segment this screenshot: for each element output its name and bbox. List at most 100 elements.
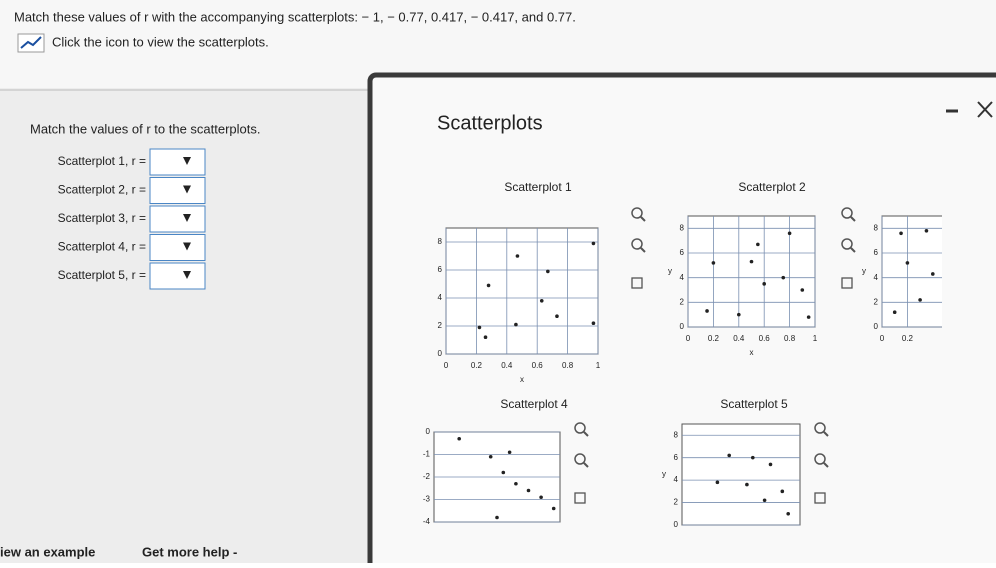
answer-dropdown[interactable] [149,177,206,204]
point [899,231,903,236]
point [711,261,716,265]
y-tick-label: 8 [680,223,685,232]
y-tick-label: 2 [674,498,679,507]
point [539,299,544,303]
plot-title: Scatterplot 4 [500,397,568,411]
x-tick-label: 0.6 [759,334,771,343]
instruction: Match the values of r to the scatterplot… [30,121,261,136]
x-tick-label: 0 [686,334,691,343]
y-tick-label: 0 [438,349,443,358]
y-tick-label: 8 [438,237,443,246]
zoom-in-button[interactable] [574,422,589,437]
magnifier-handle [640,216,646,222]
magnifier [574,453,586,465]
point [762,282,766,286]
point [727,453,731,458]
answer-label: Scatterplot 1, r = [58,154,146,168]
point [780,489,785,494]
point [546,269,550,274]
magnifier-handle [583,431,589,437]
popup-title: Scatterplots [437,112,543,134]
y-tick-label: 6 [438,265,443,274]
zoom-in-button[interactable] [841,207,856,222]
magnifier [631,207,643,219]
y-tick-label: 2 [680,297,685,306]
point [457,436,462,441]
x-tick-label: 0.2 [708,334,720,343]
point [905,261,910,265]
point [486,283,491,288]
answer-dropdown[interactable] [149,262,206,290]
answer-label: Scatterplot 4, r = [58,240,146,254]
magnifier-handle [640,247,646,253]
y-tick-label: 0 [674,520,679,529]
x-tick-label: 0.4 [733,334,745,343]
zoom-in-button[interactable] [814,422,829,437]
x-tick-label: 0.8 [562,361,574,370]
answer-dropdown[interactable] [149,148,206,176]
magnifier [841,238,853,250]
answer-label: Scatterplot 3, r = [58,211,146,225]
point [737,312,741,317]
open-new-window-button[interactable] [841,277,853,289]
y-axis-label: y [662,470,666,479]
x-tick-label: 0.6 [532,361,544,370]
x-tick-label: 0 [880,334,885,343]
y-tick-label: 0 [680,322,685,331]
y-tick-label: -3 [423,495,431,504]
point [781,275,786,280]
plot-title: Scatterplot 5 [720,397,788,411]
x-tick-label: 0.8 [784,334,796,343]
magnifier [631,238,643,250]
question: Match these values of r with the accompa… [14,9,576,24]
close-button[interactable] [977,101,993,118]
y-tick-label: 8 [874,223,879,232]
point [483,335,488,340]
point [514,322,518,327]
magnifier-handle [850,247,856,253]
example-button[interactable]: iew an example [0,544,95,559]
x-axis-label: x [750,348,754,357]
zoom-out-button[interactable] [841,238,856,253]
y-tick-label: 2 [874,297,879,306]
point [806,315,811,319]
open-new-window-button[interactable] [574,492,586,504]
plot-area [687,215,816,328]
point [488,454,493,459]
point [924,229,929,233]
point [787,231,792,236]
y-tick-label: 6 [680,248,685,257]
zoom-out-button[interactable] [814,453,829,468]
x-tick-label: 1 [813,334,818,343]
zoom-out-button[interactable] [574,453,589,468]
plot-area [681,423,801,526]
dropdown-arrow [183,242,191,251]
open-new-window-button[interactable] [631,277,643,289]
answer-dropdown[interactable] [149,205,206,233]
scatterplot: 0 -1 -2 -3 -4 [423,427,561,526]
dropdown-arrow [183,214,191,222]
chart-icon[interactable] [17,33,45,53]
y-tick-label: 6 [874,248,879,257]
magnifier-handle [583,462,589,468]
zoom-out-button[interactable] [631,238,646,253]
y-tick-label: 4 [680,273,685,282]
plot-title: Scatterplot 1 [504,180,572,194]
scatterplot: 0 2 4 6 8 y [662,423,801,529]
zoom-in-button[interactable] [631,207,646,222]
open-new-window-button[interactable] [814,492,826,504]
answer-dropdown[interactable] [149,234,206,261]
help-button[interactable]: Get more help - [142,544,237,559]
magnifier [574,422,586,434]
point [745,482,749,487]
magnifier [841,207,853,219]
point [705,309,709,313]
x-tick-label: 0.4 [501,361,513,370]
plot-title: Scatterplot 2 [738,180,806,194]
y-tick-label: 0 [874,322,879,331]
y-tick-label: 4 [674,475,679,484]
x-tick-label: 0.2 [902,334,914,343]
y-axis-label: y [862,267,866,276]
answer-label: Scatterplot 5, r = [58,268,146,282]
